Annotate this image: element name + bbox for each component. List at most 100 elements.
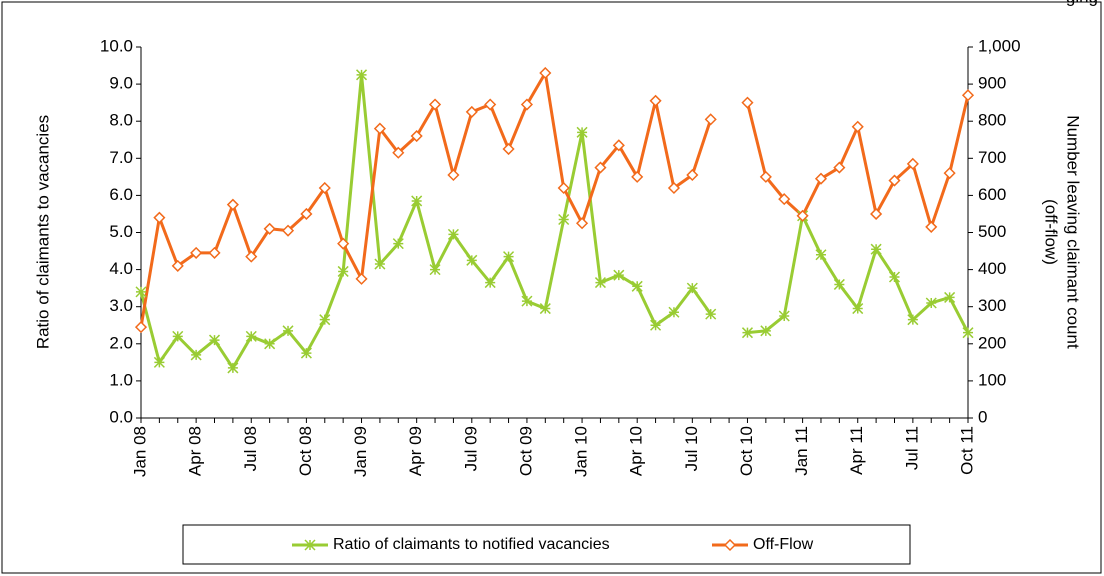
- marker: [447, 168, 460, 182]
- y-tick-label: 9.0: [109, 74, 133, 93]
- marker: [796, 209, 809, 222]
- marker: [686, 282, 698, 294]
- marker: [741, 327, 753, 339]
- marker: [520, 98, 533, 111]
- marker: [521, 295, 533, 307]
- marker: [961, 89, 975, 102]
- marker: [759, 170, 772, 183]
- y2-tick-label: 200: [978, 333, 1006, 352]
- marker: [558, 213, 570, 226]
- marker: [227, 362, 239, 374]
- marker: [135, 286, 147, 298]
- x-tick-label: Jul 09: [461, 426, 480, 471]
- marker: [428, 98, 442, 111]
- y-tick-label: 1.0: [109, 370, 133, 389]
- x-tick-label: Jan 09: [351, 426, 370, 477]
- x-tick-label: Jan 08: [130, 426, 149, 477]
- marker: [539, 303, 551, 315]
- marker: [778, 193, 791, 206]
- marker: [870, 207, 883, 221]
- y2-tick-label: 500: [978, 222, 1006, 241]
- y2-tick-label: 400: [978, 259, 1006, 278]
- y2-tick-label: 700: [978, 148, 1006, 167]
- marker: [833, 278, 845, 290]
- x-tick-label: Oct 09: [516, 426, 535, 476]
- x-tick-label: Oct 10: [737, 426, 756, 476]
- marker: [429, 264, 441, 276]
- marker: [356, 69, 368, 81]
- marker: [318, 181, 331, 195]
- marker: [337, 265, 349, 277]
- y2-tick-label: 1,000: [978, 36, 1021, 55]
- y-tick-label: 8.0: [109, 111, 133, 130]
- marker: [925, 297, 937, 309]
- marker: [337, 237, 350, 250]
- marker: [906, 157, 919, 170]
- marker: [373, 122, 386, 135]
- marker: [502, 142, 515, 156]
- marker: [171, 259, 184, 272]
- marker: [907, 314, 919, 326]
- y2-axis-label: (off-flow): [1042, 199, 1061, 265]
- marker: [631, 170, 644, 183]
- x-tick-label: Oct 08: [296, 426, 315, 476]
- y2-tick-label: 0: [978, 407, 987, 426]
- marker: [943, 167, 956, 180]
- marker: [612, 139, 625, 152]
- marker: [411, 195, 423, 207]
- x-tick-label: Jul 10: [682, 426, 701, 471]
- x-tick-label: Apr 10: [627, 426, 646, 476]
- marker: [300, 207, 313, 221]
- marker: [447, 228, 459, 240]
- marker: [245, 330, 257, 342]
- x-tick-label: Jan 10: [572, 426, 591, 477]
- marker: [925, 220, 938, 233]
- marker: [704, 113, 717, 126]
- marker: [172, 330, 184, 342]
- marker: [226, 198, 239, 211]
- y-tick-label: 3.0: [109, 296, 133, 315]
- marker: [539, 66, 552, 80]
- x-tick-label: Apr 08: [186, 426, 205, 476]
- marker: [208, 246, 221, 259]
- marker: [304, 539, 316, 551]
- marker: [410, 129, 423, 143]
- legend-label: Off-Flow: [753, 536, 814, 553]
- x-tick-label: Apr 11: [847, 426, 866, 475]
- marker: [153, 211, 166, 224]
- y2-tick-label: 300: [978, 296, 1006, 315]
- marker: [613, 269, 625, 281]
- marker: [851, 120, 864, 133]
- y2-tick-label: 800: [978, 111, 1006, 130]
- y-tick-label: 2.0: [109, 333, 133, 352]
- marker: [503, 251, 515, 263]
- marker: [686, 168, 699, 182]
- marker: [484, 98, 497, 111]
- marker: [870, 243, 882, 255]
- marker: [392, 146, 405, 159]
- legend-label: Ratio of claimants to notified vacancies: [333, 536, 610, 553]
- marker: [631, 280, 643, 292]
- marker: [374, 258, 386, 270]
- marker: [319, 314, 331, 326]
- chart-title: ging: [1066, 0, 1098, 6]
- x-tick-label: Jul 11: [902, 426, 921, 470]
- y2-tick-label: 600: [978, 185, 1006, 204]
- marker: [281, 224, 295, 237]
- marker: [392, 238, 404, 250]
- marker: [649, 94, 662, 107]
- y-tick-label: 7.0: [109, 148, 133, 167]
- marker: [852, 303, 864, 315]
- marker: [888, 174, 901, 187]
- marker: [668, 306, 680, 318]
- marker: [962, 327, 974, 339]
- y-tick-label: 0.0: [109, 407, 133, 426]
- x-tick-label: Jan 11: [792, 426, 811, 476]
- y2-axis-label: Number leaving claimant count: [1064, 115, 1083, 349]
- marker: [484, 277, 496, 289]
- marker: [355, 272, 368, 285]
- marker: [576, 126, 588, 138]
- y-tick-label: 5.0: [109, 222, 133, 241]
